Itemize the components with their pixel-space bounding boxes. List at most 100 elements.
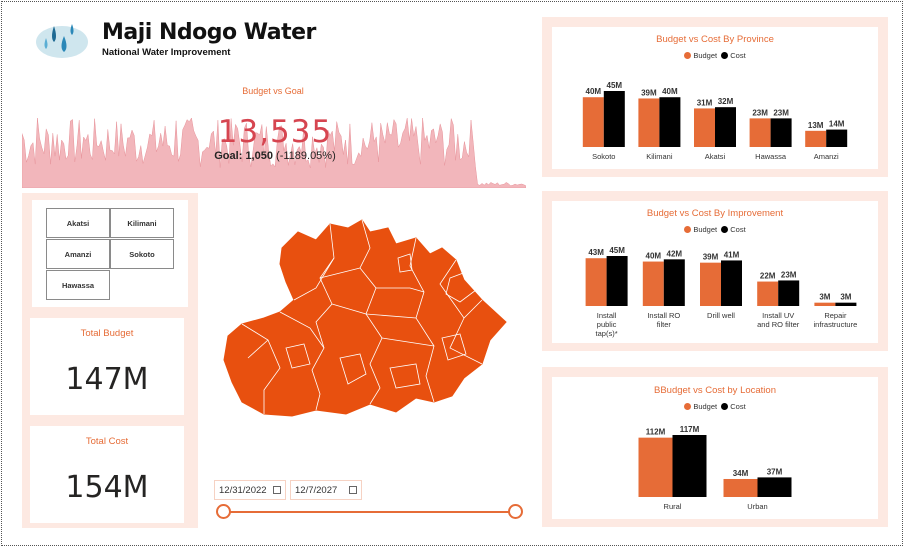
- bar-data-label: 39M: [641, 88, 657, 97]
- bar-data-label: 32M: [718, 97, 734, 106]
- legend-cost-label: Cost: [730, 225, 746, 234]
- category-label: filter: [657, 320, 672, 329]
- category-label: Install UV: [762, 311, 794, 320]
- bar-budget[interactable]: [757, 281, 779, 306]
- bar-data-label: 45M: [607, 81, 623, 90]
- total-cost-label: Total Cost: [85, 436, 129, 447]
- budget-vs-cost-by-improvement-chart: Budget vs Cost By Improvement Budget Cos…: [552, 201, 878, 343]
- bar-cost[interactable]: [835, 302, 857, 306]
- category-label: Rural: [664, 502, 682, 511]
- legend-budget-swatch: [684, 52, 692, 59]
- slicer-option-kilimani[interactable]: Kilimani: [110, 208, 174, 238]
- chart-title: BBudget vs Cost by Location: [654, 385, 776, 396]
- bar-budget[interactable]: [694, 108, 715, 147]
- budget-vs-cost-by-province-chart: Budget vs Cost By Province Budget Cost 4…: [552, 27, 878, 169]
- bar-cost[interactable]: [659, 97, 681, 147]
- bar-data-label: 40M: [646, 252, 662, 261]
- date-range-track[interactable]: [224, 511, 516, 513]
- category-label: Hawassa: [755, 152, 787, 161]
- bar-data-label: 40M: [586, 87, 602, 96]
- total-budget-label: Total Budget: [80, 328, 134, 339]
- bar-cost[interactable]: [715, 107, 736, 147]
- total-budget-value: 147M: [65, 362, 149, 397]
- calendar-icon[interactable]: [273, 486, 281, 494]
- bar-budget[interactable]: [585, 258, 607, 306]
- bar-budget[interactable]: [638, 437, 673, 497]
- start-date-value: 12/31/2022: [219, 484, 267, 496]
- chart-legend: Budget Cost: [552, 51, 878, 60]
- bar-data-label: 31M: [697, 98, 713, 107]
- bar-cost[interactable]: [603, 91, 625, 147]
- goal-value: 1,050: [245, 150, 273, 162]
- legend-cost-label: Cost: [730, 51, 746, 60]
- bar-cost[interactable]: [757, 477, 792, 497]
- bar-budget[interactable]: [700, 262, 721, 306]
- bar-data-label: 3M: [840, 293, 851, 302]
- category-label: Akatsi: [705, 152, 726, 161]
- bar-cost[interactable]: [721, 260, 742, 306]
- bar-data-label: 40M: [662, 87, 678, 96]
- map-country-shape: [223, 219, 507, 417]
- budget-trend-sparkline[interactable]: [22, 112, 526, 188]
- bar-cost[interactable]: [826, 129, 848, 147]
- chart-plot: 112M 117M Rural 34M 37M Urban: [638, 425, 792, 511]
- end-date-input[interactable]: 12/7/2027: [290, 480, 362, 500]
- category-label: Sokoto: [592, 152, 615, 161]
- bar-budget[interactable]: [805, 130, 827, 147]
- bar-cost[interactable]: [778, 280, 800, 306]
- bar-budget[interactable]: [814, 302, 836, 306]
- calendar-icon[interactable]: [349, 486, 357, 494]
- bar-data-label: 112M: [646, 428, 666, 437]
- category-label: public: [597, 320, 617, 329]
- province-slicer: Akatsi Kilimani Amanzi Sokoto Hawassa: [32, 200, 188, 307]
- date-range-end-handle[interactable]: [508, 504, 523, 519]
- bar-budget[interactable]: [723, 478, 758, 497]
- map-province-borders: [241, 219, 483, 414]
- bar-data-label: 13M: [808, 121, 824, 130]
- bar-cost[interactable]: [672, 435, 707, 497]
- slicer-option-akatsi[interactable]: Akatsi: [46, 208, 110, 238]
- legend-cost-label: Cost: [730, 402, 746, 411]
- slicer-option-hawassa[interactable]: Hawassa: [46, 270, 110, 300]
- bar-cost[interactable]: [663, 259, 685, 306]
- bar-budget[interactable]: [749, 118, 771, 147]
- bar-data-label: 14M: [829, 120, 845, 129]
- legend-cost-swatch: [721, 403, 729, 410]
- category-label: Kilimani: [646, 152, 673, 161]
- bar-data-label: 117M: [680, 425, 700, 434]
- date-range-start-handle[interactable]: [216, 504, 231, 519]
- bar-budget[interactable]: [638, 98, 660, 147]
- legend-budget-swatch: [684, 403, 692, 410]
- legend-budget-label: Budget: [693, 51, 718, 60]
- budget-vs-goal-title: Budget vs Goal: [242, 86, 304, 96]
- chart-title: Budget vs Cost By Improvement: [646, 208, 784, 219]
- province-map[interactable]: [220, 218, 510, 418]
- legend-cost-swatch: [721, 52, 729, 59]
- bar-budget[interactable]: [642, 261, 664, 306]
- bar-data-label: 23M: [752, 108, 768, 117]
- category-label: Repair: [824, 311, 847, 320]
- budget-vs-goal-goal: Goal: 1,050 (-1189.05%): [200, 150, 350, 162]
- bar-cost[interactable]: [770, 118, 792, 147]
- bar-data-label: 39M: [703, 253, 719, 262]
- app-title: Maji Ndogo Water: [102, 20, 316, 45]
- total-cost-value: 154M: [65, 470, 149, 505]
- bar-data-label: 42M: [667, 249, 683, 258]
- bar-cost[interactable]: [606, 256, 628, 306]
- bar-data-label: 37M: [767, 467, 783, 476]
- bar-budget[interactable]: [582, 97, 604, 147]
- slicer-option-amanzi[interactable]: Amanzi: [46, 239, 110, 269]
- category-label: Install RO: [647, 311, 680, 320]
- bar-data-label: 22M: [760, 272, 776, 281]
- goal-delta: (-1189.05%): [276, 150, 336, 162]
- bar-data-label: 23M: [773, 108, 789, 117]
- total-cost-card: Total Cost 154M: [30, 426, 184, 523]
- budget-vs-cost-by-location-chart: BBudget vs Cost by Location Budget Cost …: [552, 377, 878, 519]
- goal-label: Goal:: [214, 150, 243, 162]
- chart-title: Budget vs Cost By Province: [656, 34, 774, 45]
- bar-data-label: 3M: [819, 293, 830, 302]
- slicer-option-sokoto[interactable]: Sokoto: [110, 239, 174, 269]
- category-label: infrastructure: [814, 320, 858, 329]
- start-date-input[interactable]: 12/31/2022: [214, 480, 286, 500]
